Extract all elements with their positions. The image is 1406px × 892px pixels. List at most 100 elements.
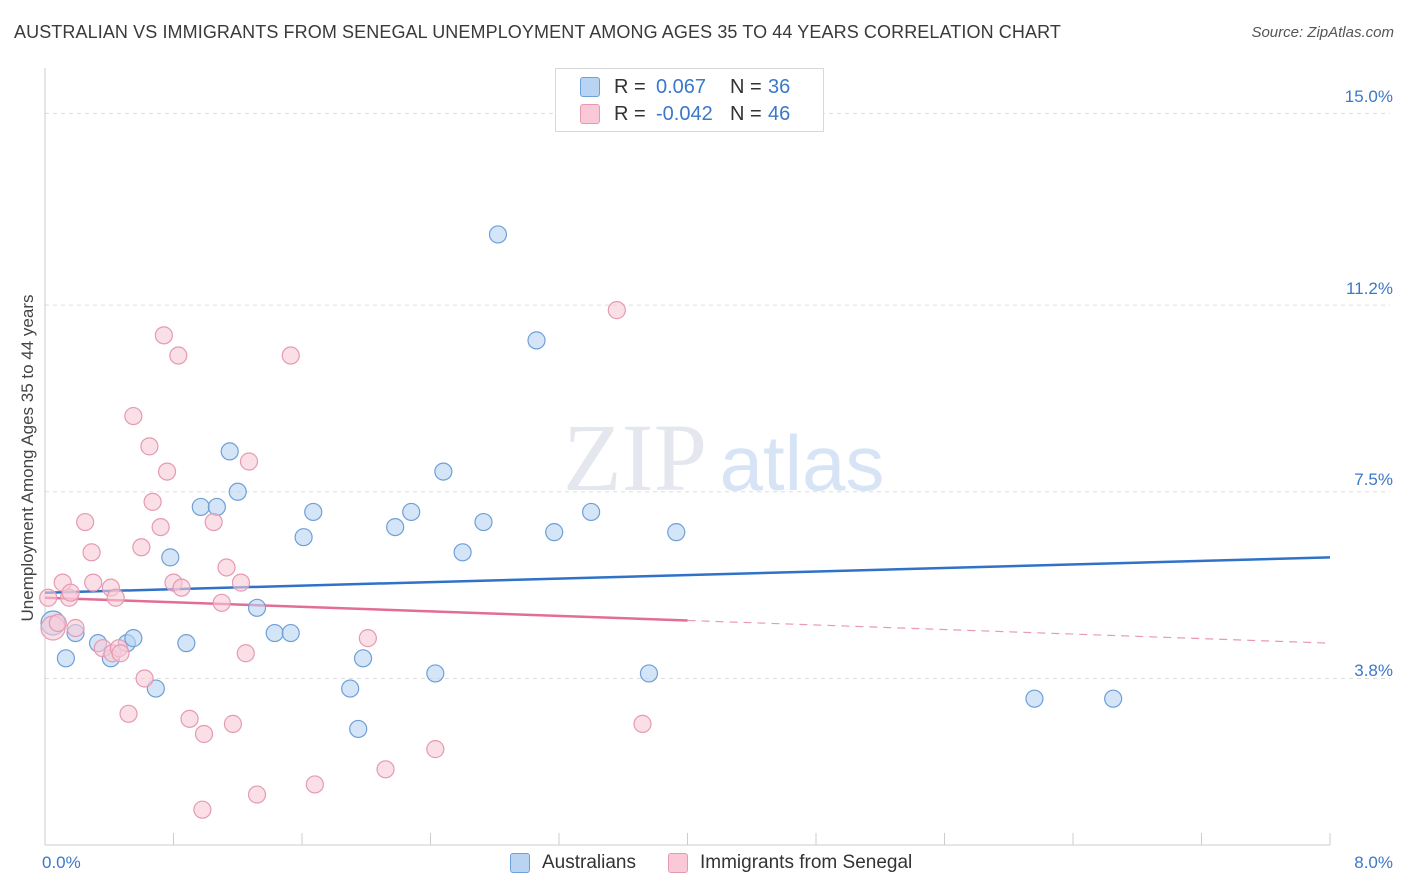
- y-tick-label-3-8: 3.8%: [1354, 661, 1393, 680]
- chart-title: AUSTRALIAN VS IMMIGRANTS FROM SENEGAL UN…: [14, 22, 1061, 42]
- australians-point: [474, 512, 493, 532]
- senegal-point: [180, 709, 199, 728]
- senegal-point: [633, 714, 652, 733]
- australians-point: [281, 623, 300, 643]
- senegal-point: [84, 573, 103, 592]
- australians-point: [228, 482, 247, 501]
- senegal-point: [305, 775, 324, 794]
- senegal-point: [376, 760, 395, 779]
- australians-point: [161, 548, 180, 567]
- australians-point: [247, 598, 267, 617]
- x-tick-label-min: 0.0%: [42, 853, 81, 872]
- legend-label-australians: Australians: [542, 852, 636, 873]
- australians-point: [453, 543, 472, 562]
- senegal-point: [281, 346, 300, 365]
- legend-swatch-senegal: [668, 853, 688, 873]
- legend-n-value: 46: [768, 102, 791, 125]
- australians-point: [207, 497, 226, 517]
- y-axis-label: Unemployment Among Ages 35 to 44 years: [18, 294, 37, 622]
- senegal-point: [76, 512, 95, 532]
- australians-point: [294, 528, 313, 547]
- x-tick-label-max: 8.0%: [1354, 853, 1393, 872]
- senegal-point: [132, 538, 151, 557]
- australians-point: [353, 649, 373, 668]
- senegal-point: [39, 588, 58, 607]
- y-tick-label-15: 15.0%: [1344, 87, 1393, 106]
- legend-label-senegal: Immigrants from Senegal: [700, 852, 913, 873]
- australians-point: [386, 517, 405, 537]
- senegal-point: [239, 452, 259, 471]
- senegal-point: [157, 462, 177, 481]
- australians-point: [1104, 689, 1123, 708]
- y-tick-label-11-2: 11.2%: [1346, 279, 1393, 298]
- gridlines: [45, 112, 1390, 679]
- senegal-point: [61, 583, 80, 602]
- senegal-point: [247, 785, 267, 804]
- y-tick-label-7-5: 7.5%: [1354, 470, 1393, 489]
- legend-row-senegal: R = -0.042 N = 46: [580, 102, 790, 126]
- senegal-point: [217, 558, 236, 577]
- australians-point: [639, 664, 659, 683]
- legend-swatch-senegal: [580, 104, 600, 124]
- senegal-trend-line: [44, 596, 688, 622]
- australians-point: [667, 523, 686, 542]
- senegal-point: [151, 517, 170, 537]
- australians-point: [265, 623, 284, 643]
- source-credit: Source: ZipAtlas.com: [1251, 24, 1394, 41]
- legend-row-australians: R = 0.067 N = 36: [580, 75, 790, 99]
- watermark-zip: ZIP: [563, 404, 707, 511]
- senegal-point: [231, 573, 251, 592]
- data-points: [39, 225, 1123, 819]
- legend-n-value: 36: [768, 75, 791, 98]
- senegal-point: [154, 326, 173, 345]
- australians-point: [426, 664, 445, 683]
- series-legend: Australians Immigrants from Senegal: [510, 852, 912, 874]
- australians-point: [56, 649, 75, 668]
- australians-point: [124, 629, 143, 648]
- australians-point: [1025, 689, 1044, 708]
- australians-point: [146, 679, 165, 698]
- axes: [44, 68, 1331, 846]
- australians-point: [545, 523, 564, 542]
- australians-point: [582, 502, 601, 522]
- australians-point: [488, 225, 508, 244]
- senegal-point: [426, 740, 445, 759]
- senegal-point: [119, 704, 138, 723]
- senegal-point: [124, 406, 143, 426]
- senegal-point: [66, 618, 85, 638]
- senegal-point: [194, 724, 214, 744]
- australians-point: [177, 634, 196, 653]
- watermark-atlas: atlas: [720, 419, 885, 507]
- senegal-point: [193, 800, 212, 819]
- legend-r-value: -0.042: [656, 102, 713, 125]
- australians-point: [341, 679, 360, 698]
- australians-point: [191, 497, 210, 517]
- senegal-trend-line-extension: [687, 619, 1331, 644]
- senegal-point: [236, 644, 255, 663]
- senegal-point: [169, 346, 188, 365]
- legend-r-label: R =: [614, 102, 646, 125]
- senegal-point: [212, 593, 231, 612]
- senegal-point: [607, 301, 626, 320]
- legend-r-label: R =: [614, 75, 646, 98]
- senegal-point: [358, 629, 377, 648]
- senegal-point: [48, 613, 67, 633]
- legend-r-value: 0.067: [656, 75, 707, 98]
- legend-n-label: N =: [730, 75, 762, 98]
- legend-swatch-australians: [510, 853, 530, 873]
- correlation-legend: R = 0.067 N = 36 R = -0.042 N = 46: [555, 68, 824, 132]
- australians-point: [402, 502, 421, 522]
- legend-n-label: N =: [730, 102, 762, 125]
- senegal-point: [111, 644, 130, 663]
- senegal-point: [135, 669, 154, 688]
- senegal-point: [106, 588, 125, 607]
- australians-point: [434, 462, 453, 481]
- senegal-point: [204, 512, 223, 532]
- senegal-point: [172, 578, 191, 597]
- senegal-point: [223, 714, 243, 733]
- trend-lines: [44, 556, 1331, 644]
- australians-trend-line: [44, 556, 1331, 594]
- senegal-point: [143, 492, 162, 511]
- legend-swatch-australians: [580, 77, 600, 97]
